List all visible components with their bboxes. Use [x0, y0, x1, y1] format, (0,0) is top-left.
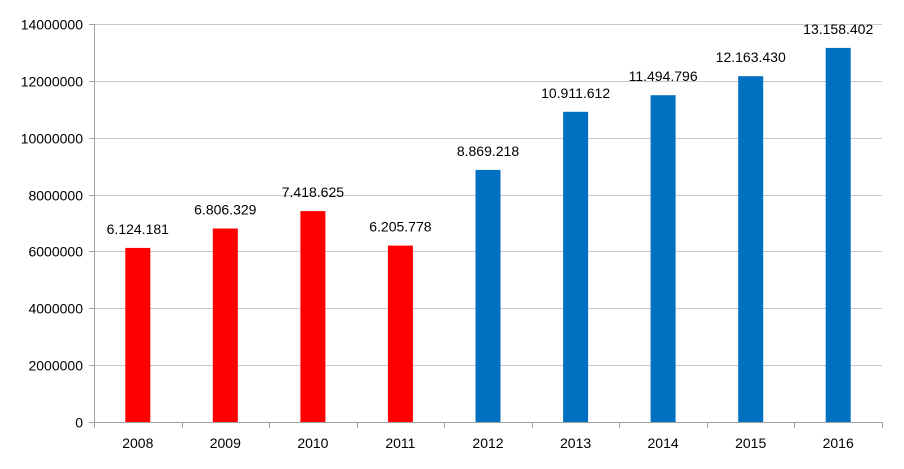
bar-2011 — [387, 245, 413, 422]
data-label-2009: 6.806.329 — [194, 202, 256, 218]
y-tick-label: 2000000 — [28, 358, 83, 374]
x-tick-label-2008: 2008 — [122, 435, 153, 451]
y-axis-tick-labels: 0 2000000 4000000 6000000 8000000 10000000 120… — [21, 17, 84, 431]
bars — [125, 47, 851, 423]
bar-2010 — [300, 211, 326, 422]
x-tick-label-2012: 2012 — [472, 435, 503, 451]
y-tick-label: 8000000 — [28, 188, 83, 204]
x-tick-label-2009: 2009 — [210, 435, 241, 451]
y-tick-label: 10000000 — [21, 131, 84, 147]
axes — [89, 24, 883, 428]
data-label-2012: 8.869.218 — [457, 143, 519, 159]
x-tick-label-2010: 2010 — [297, 435, 328, 451]
data-label-2011: 6.205.778 — [369, 219, 431, 235]
y-tick-label: 6000000 — [28, 244, 83, 260]
x-tick-label-2014: 2014 — [648, 435, 679, 451]
data-label-2016: 13.158.402 — [803, 21, 873, 37]
y-tick-label: 14000000 — [21, 17, 84, 33]
y-tick-label: 0 — [75, 415, 83, 431]
bar-2013 — [563, 111, 589, 423]
x-tick-label-2016: 2016 — [823, 435, 854, 451]
bar-2015 — [738, 76, 764, 422]
bar-2016 — [825, 47, 851, 423]
bar-2014 — [650, 95, 676, 422]
y-tick-label: 4000000 — [28, 301, 83, 317]
bar-2012 — [475, 169, 501, 422]
y-tick-label: 12000000 — [21, 74, 84, 90]
data-label-2014: 11.494.796 — [629, 68, 698, 84]
data-label-2013: 10.911.612 — [541, 85, 610, 101]
data-labels: 6.124.181 6.806.329 7.418.625 6.205.778 8.86… — [107, 21, 874, 237]
bar-2008 — [125, 247, 151, 422]
data-label-2010: 7.418.625 — [282, 184, 344, 200]
x-axis-tick-labels: 2008 2009 2010 2011 2012 2013 2014 2015 2016 — [122, 435, 854, 451]
x-tick-label-2015: 2015 — [735, 435, 766, 451]
x-tick-label-2011: 2011 — [385, 435, 415, 451]
data-label-2015: 12.163.430 — [716, 49, 786, 65]
bar-2009 — [212, 228, 238, 422]
x-tick-label-2013: 2013 — [560, 435, 591, 451]
data-label-2008: 6.124.181 — [107, 221, 169, 237]
